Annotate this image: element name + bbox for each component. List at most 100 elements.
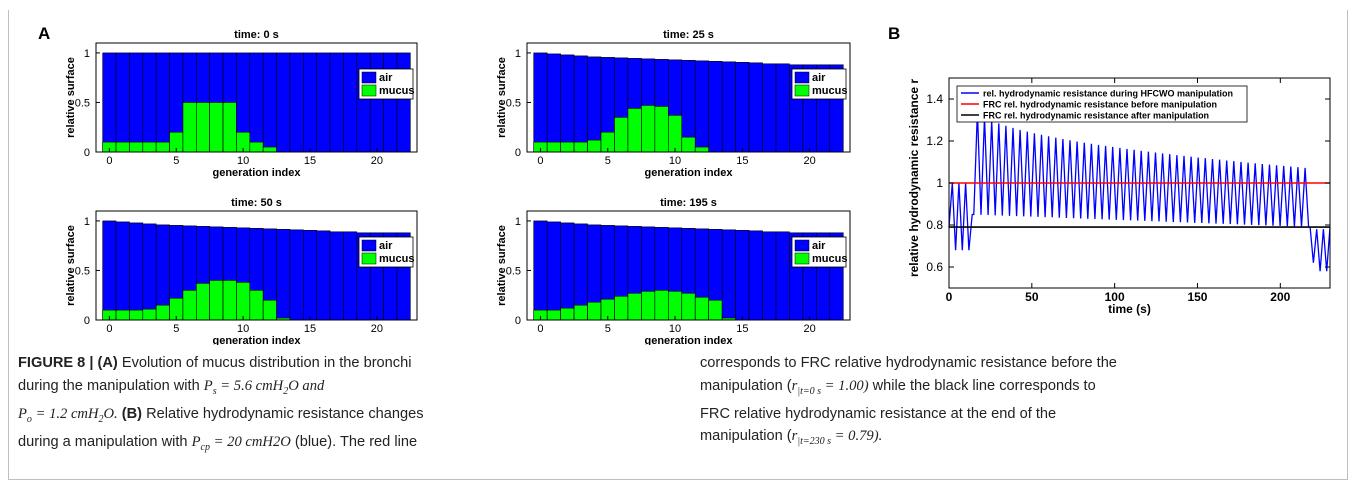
legend-label: FRC rel. hydrodynamic resistance after m… bbox=[983, 111, 1209, 121]
x-axis-label: generation index bbox=[212, 167, 301, 179]
axes-frame bbox=[95, 210, 418, 321]
x-tick-label: 20 bbox=[371, 155, 383, 167]
bar-mucus bbox=[668, 115, 683, 153]
x-tick-label: 10 bbox=[237, 155, 249, 167]
bar-air bbox=[546, 221, 561, 321]
y-axis-label: relative surface bbox=[65, 225, 77, 306]
y-tick-label: 1 bbox=[515, 48, 521, 60]
r-subscript-2: |t=230 s bbox=[797, 436, 832, 448]
r-value-1: = 1.00) bbox=[821, 377, 869, 394]
bar-mucus bbox=[614, 117, 629, 153]
bar-air bbox=[560, 222, 575, 321]
x-axis-label: time (s) bbox=[1108, 302, 1151, 316]
legend-label: mucus bbox=[812, 253, 847, 265]
legend-label: air bbox=[379, 240, 393, 252]
bar-mucus bbox=[681, 292, 696, 321]
panel-a-letter: A bbox=[38, 24, 51, 43]
bar-mucus bbox=[654, 106, 669, 153]
legend-label: mucus bbox=[812, 85, 847, 97]
bar-air bbox=[708, 61, 723, 153]
axes-frame bbox=[526, 210, 851, 321]
bar-mucus bbox=[560, 141, 575, 153]
bar-mucus bbox=[196, 102, 210, 153]
x-tick-label: 20 bbox=[371, 323, 383, 335]
po-symbol: P bbox=[18, 405, 27, 422]
bar-mucus bbox=[614, 295, 629, 321]
bar-air bbox=[115, 221, 130, 321]
legend-label: air bbox=[379, 72, 393, 84]
bar-air bbox=[343, 52, 358, 153]
ps-subscript: s bbox=[212, 385, 217, 397]
x-tick-label: 15 bbox=[304, 323, 316, 335]
bar-mucus bbox=[129, 309, 144, 321]
bar-air bbox=[721, 229, 736, 321]
y-tick-label: 1.2 bbox=[926, 134, 943, 148]
bar-air bbox=[102, 52, 117, 153]
legend-swatch bbox=[361, 252, 377, 265]
bar-mucus bbox=[142, 141, 157, 153]
y-tick-label: 0.5 bbox=[75, 265, 90, 277]
caption-b-text-1: Relative hydrodynamic resistance changes bbox=[146, 405, 424, 422]
x-tick-label: 5 bbox=[173, 323, 179, 335]
legend-box-b bbox=[956, 85, 1248, 123]
bar-air bbox=[129, 52, 144, 153]
legend-swatch bbox=[794, 252, 810, 265]
bar-air bbox=[329, 231, 344, 321]
x-tick-label: 10 bbox=[237, 323, 249, 335]
legend-label: FRC rel. hydrodynamic resistance before … bbox=[983, 100, 1217, 110]
x-tick-label: 0 bbox=[537, 155, 543, 167]
bar-air bbox=[396, 52, 411, 153]
caption-label: FIGURE 8 | bbox=[18, 355, 94, 371]
x-tick-label: 5 bbox=[605, 323, 611, 335]
bar-mucus bbox=[627, 292, 642, 321]
ps-value: = 5.6 cmH bbox=[216, 377, 284, 394]
legend-swatch bbox=[361, 84, 377, 97]
bar-mucus bbox=[681, 136, 696, 153]
y-tick-label: 0.5 bbox=[75, 97, 90, 109]
y-tick-label: 0 bbox=[515, 315, 521, 327]
y-tick-label: 1.4 bbox=[926, 92, 943, 106]
bar-air bbox=[533, 220, 548, 321]
caption-b-text-3: (blue). The red line bbox=[294, 434, 418, 451]
chart-title: time: 195 s bbox=[660, 197, 717, 209]
bar-air bbox=[115, 52, 130, 153]
axes-frame bbox=[95, 42, 418, 153]
y-tick-label: 1 bbox=[84, 48, 90, 60]
caption-right-3: FRC relative hydrodynamic resistance at … bbox=[700, 405, 1057, 422]
legend-label: mucus bbox=[379, 253, 414, 265]
bar-mucus bbox=[694, 296, 709, 321]
caption-left: FIGURE 8 | (A) Evolution of mucus distri… bbox=[18, 352, 678, 460]
panel-b-letter: B bbox=[888, 24, 901, 43]
series-line-hfcwo bbox=[948, 111, 1331, 272]
y-tick-label: 1 bbox=[84, 216, 90, 228]
bar-air bbox=[533, 52, 548, 153]
legend-swatch bbox=[794, 71, 810, 84]
x-tick-label: 10 bbox=[669, 323, 681, 335]
bar-mucus bbox=[641, 290, 656, 321]
y-tick-label: 1 bbox=[936, 176, 943, 190]
bar-mucus bbox=[209, 280, 224, 321]
bar-mucus bbox=[546, 141, 561, 153]
legend-swatch bbox=[794, 84, 810, 97]
bar-mucus bbox=[627, 108, 642, 153]
y-axis-label: relative hydrodynamic resistance r bbox=[907, 79, 921, 277]
bar-air bbox=[102, 220, 117, 321]
caption-right-2b: while the black line corresponds to bbox=[872, 377, 1096, 394]
x-tick-label: 15 bbox=[304, 155, 316, 167]
x-tick-label: 0 bbox=[106, 323, 112, 335]
bar-air bbox=[775, 231, 790, 321]
bar-mucus bbox=[249, 141, 264, 153]
bar-air bbox=[762, 63, 777, 153]
x-tick-label: 200 bbox=[1270, 290, 1290, 304]
x-tick-label: 20 bbox=[804, 323, 816, 335]
bar-air bbox=[142, 52, 157, 153]
legend-label: mucus bbox=[379, 85, 414, 97]
ps-subscript-2: 2 bbox=[283, 385, 289, 397]
x-tick-label: 0 bbox=[537, 323, 543, 335]
legend-label: rel. hydrodynamic resistance during HFCW… bbox=[983, 89, 1233, 99]
bar-air bbox=[262, 52, 277, 153]
legend-label: air bbox=[812, 240, 826, 252]
x-tick-label: 15 bbox=[736, 155, 748, 167]
bar-air bbox=[573, 55, 588, 153]
ps-end: O and bbox=[288, 377, 325, 394]
